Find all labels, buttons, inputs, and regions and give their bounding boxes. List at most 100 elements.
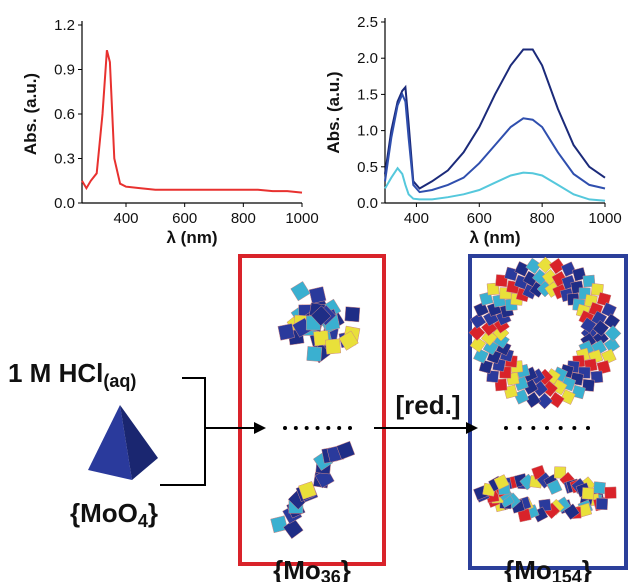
- product1-text: {Mo: [273, 555, 321, 582]
- polyhedron: [469, 336, 487, 353]
- polyhedron: [601, 302, 617, 318]
- product2-close: }: [582, 555, 592, 582]
- connector: [160, 377, 206, 486]
- red-box: [238, 254, 386, 566]
- dot: [545, 426, 549, 430]
- x-tick-label: 400: [113, 210, 138, 227]
- polyhedron: [473, 301, 490, 318]
- y-tick-label: 0.5: [357, 159, 378, 176]
- polyhedron: [592, 319, 610, 337]
- polyhedron: [595, 497, 609, 511]
- polyhedron: [548, 391, 565, 409]
- line-series: [81, 49, 303, 194]
- polyhedron: [283, 518, 304, 540]
- polyhedron: [524, 391, 542, 409]
- polyhedron: [572, 267, 587, 282]
- dot: [326, 426, 331, 430]
- dot: [504, 426, 508, 430]
- y-tick-label: 0.9: [54, 62, 75, 79]
- x-axis-label: λ (nm): [167, 228, 218, 247]
- dot: [558, 426, 563, 430]
- dot: [572, 426, 577, 430]
- product2-text: {Mo: [504, 555, 552, 582]
- polyhedron: [514, 261, 530, 277]
- x-tick-label: 800: [530, 210, 555, 227]
- arrowhead: [254, 422, 266, 434]
- x-tick-label: 1000: [285, 210, 318, 227]
- product2-label: {Mo154}: [504, 555, 592, 582]
- line-series: [384, 48, 606, 190]
- polyhedron: [306, 346, 323, 362]
- reagent-sub: (aq): [103, 371, 136, 391]
- polyhedron: [536, 392, 553, 410]
- y-tick-label: 1.0: [357, 123, 378, 140]
- line-series: [384, 91, 606, 194]
- polyhedron: [596, 360, 611, 375]
- polyhedron: [338, 330, 359, 351]
- x-tick-label: 400: [404, 210, 429, 227]
- pyramid-face: [120, 405, 158, 480]
- polyhedron: [325, 338, 342, 355]
- product1-label: {Mo36}: [273, 555, 351, 582]
- pyramid-face: [88, 405, 132, 480]
- polyhedron: [478, 359, 494, 374]
- polyhedron: [290, 281, 311, 302]
- x-tick-label: 1000: [588, 210, 621, 227]
- polyhedron: [593, 481, 606, 495]
- dot: [337, 426, 342, 430]
- polyhedron: [537, 256, 554, 274]
- polyhedron: [548, 257, 566, 275]
- polyhedron: [577, 502, 593, 518]
- polyhedron: [581, 487, 595, 500]
- polyhedron: [560, 261, 577, 278]
- y-tick-label: 2.5: [357, 14, 378, 31]
- polyhedron: [479, 291, 494, 306]
- dot: [531, 426, 536, 430]
- polyhedron: [313, 330, 330, 347]
- dot: [293, 426, 298, 430]
- step-label: [red.]: [396, 390, 461, 420]
- y-tick-label: 1.2: [54, 17, 75, 34]
- x-axis-label: λ (nm): [470, 228, 521, 247]
- y-tick-label: 0.3: [54, 151, 75, 168]
- polyhedron: [473, 348, 489, 364]
- precursor-sub: 4: [138, 511, 148, 531]
- x-tick-label: 600: [172, 210, 197, 227]
- dot: [517, 426, 522, 430]
- polyhedron: [310, 305, 332, 327]
- polyhedron: [308, 286, 327, 304]
- dot: [348, 426, 352, 430]
- polyhedron: [604, 325, 622, 342]
- polyhedron: [571, 384, 586, 400]
- product2-sub: 154: [552, 567, 582, 582]
- precursor-text: {MoO: [70, 498, 138, 528]
- y-axis-label: Abs. (a.u.): [324, 71, 343, 153]
- reagent-label: 1 M HCl(aq): [8, 358, 136, 391]
- polyhedron: [513, 388, 530, 405]
- y-tick-label: 0.6: [54, 106, 75, 123]
- polyhedron: [604, 486, 617, 499]
- line-series: [384, 166, 606, 202]
- y-tick-label: 0.0: [357, 195, 378, 212]
- product1-close: }: [341, 555, 351, 582]
- reagent-text: 1 M HCl: [8, 358, 103, 388]
- y-tick-label: 1.5: [357, 86, 378, 103]
- dot: [586, 426, 590, 430]
- blue-box: [468, 254, 628, 570]
- polyhedron: [504, 266, 519, 282]
- dot: [315, 426, 320, 430]
- polyhedron: [525, 257, 542, 275]
- polyhedron: [600, 348, 617, 365]
- polyhedron: [560, 389, 576, 405]
- dot: [304, 426, 309, 430]
- y-axis-label: Abs. (a.u.): [21, 73, 40, 155]
- polyhedron: [553, 466, 567, 479]
- polyhedron: [468, 324, 486, 341]
- y-tick-label: 2.0: [357, 50, 378, 67]
- polyhedron: [336, 440, 356, 460]
- polyhedron: [603, 336, 621, 354]
- polyhedron: [469, 312, 487, 330]
- precursor-label: {MoO4}: [70, 498, 158, 531]
- product1-sub: 36: [321, 567, 341, 582]
- y-tick-label: 0.0: [54, 195, 75, 212]
